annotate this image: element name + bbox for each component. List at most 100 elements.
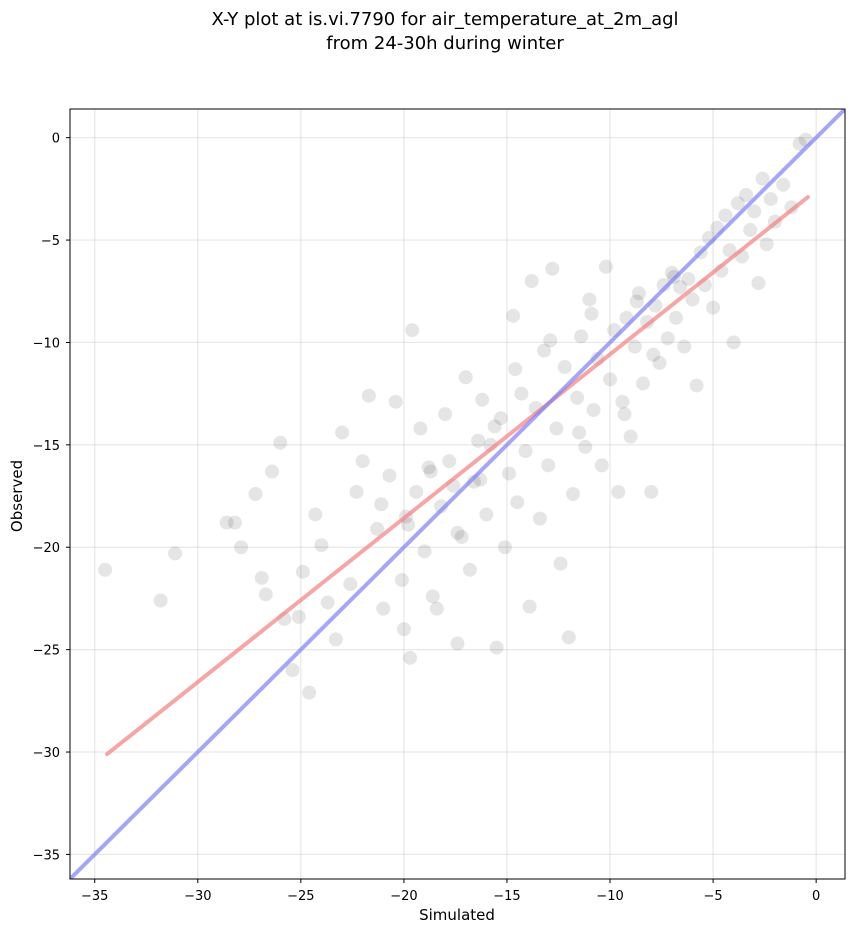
data-point [681,271,696,286]
data-point [442,454,457,469]
y-tick-label: −15 [33,439,60,454]
data-point [466,474,481,489]
data-point [668,310,683,325]
data-point [98,562,113,577]
data-point [565,487,580,501]
x-axis-label: Simulated [419,906,495,924]
data-point [578,439,593,454]
data-point [722,243,737,258]
data-point [673,280,688,295]
data-point [450,636,465,651]
identity-line [70,109,845,879]
data-point [308,507,323,522]
y-tick-label: −35 [33,848,60,863]
x-tick-label: −10 [596,889,623,904]
chart-title: X-Y plot at is.vi.7790 for air_temperatu… [211,9,678,30]
y-axis-label: Observed [8,460,26,532]
data-point [532,511,547,526]
data-point [502,466,517,481]
data-point [603,372,618,387]
data-point [652,355,667,370]
data-point [374,497,389,512]
data-point [594,458,609,473]
data-point [557,360,572,375]
data-point [479,507,494,522]
data-point [285,663,300,678]
data-point [598,259,613,274]
data-point [743,222,758,237]
data-point [219,515,234,530]
data-point [349,484,364,499]
data-point [458,370,473,385]
data-point [405,323,420,338]
data-point [644,484,659,499]
data-point [570,390,585,405]
data-point [572,425,587,440]
data-point [553,556,568,571]
data-point [545,261,560,276]
data-point [335,425,350,440]
data-point [361,388,376,403]
data-point [685,292,700,307]
fit-line [105,195,810,757]
x-tick-label: 0 [812,889,820,904]
data-point [153,593,168,608]
data-point [471,433,486,448]
data-point [291,609,306,624]
data-point [574,329,589,344]
data-point [751,276,766,291]
x-tick-label: −20 [390,889,417,904]
data-point [660,331,675,346]
data-point [227,515,242,530]
x-tick-label: −35 [81,889,108,904]
x-tick-label: −5 [703,889,722,904]
data-point [438,407,453,422]
data-point [636,376,651,391]
data-point [429,601,444,616]
data-point [518,443,533,458]
data-point [328,632,343,647]
data-point [677,339,692,354]
data-point [763,192,778,207]
data-point [726,335,741,350]
data-point [493,411,508,426]
data-point [537,343,552,358]
data-point [755,171,770,186]
data-point [382,468,397,483]
grid-lines [70,109,845,879]
scatter-points [98,132,813,700]
data-point [508,362,523,377]
data-point [561,630,576,645]
data-point [541,458,556,473]
data-point [454,530,469,545]
data-point [394,573,409,588]
x-tick-label: −15 [493,889,520,904]
data-point [586,403,601,418]
data-point [522,599,537,614]
data-point [730,196,745,211]
data-point [248,487,263,501]
data-point [168,546,183,561]
x-tick-label: −30 [184,889,211,904]
y-tick-label: −25 [33,644,60,659]
data-point [421,460,436,475]
data-point [489,640,504,655]
data-point [273,435,288,450]
data-point [355,454,370,469]
data-point [543,333,558,348]
data-point [434,499,449,514]
data-point [413,421,428,436]
data-point [631,286,646,301]
data-point [475,392,490,407]
x-tick-label: −25 [287,889,314,904]
data-point [409,484,424,499]
data-point [320,595,335,610]
data-point [497,540,512,555]
data-point [401,517,416,532]
data-point [510,495,525,510]
data-point [506,308,521,323]
y-tick-label: −20 [33,541,60,556]
data-point [264,464,279,479]
x-axis-ticks: −35 −30 −25 −20 −15 −10 −5 0 [81,879,820,904]
y-tick-label: −10 [33,336,60,351]
